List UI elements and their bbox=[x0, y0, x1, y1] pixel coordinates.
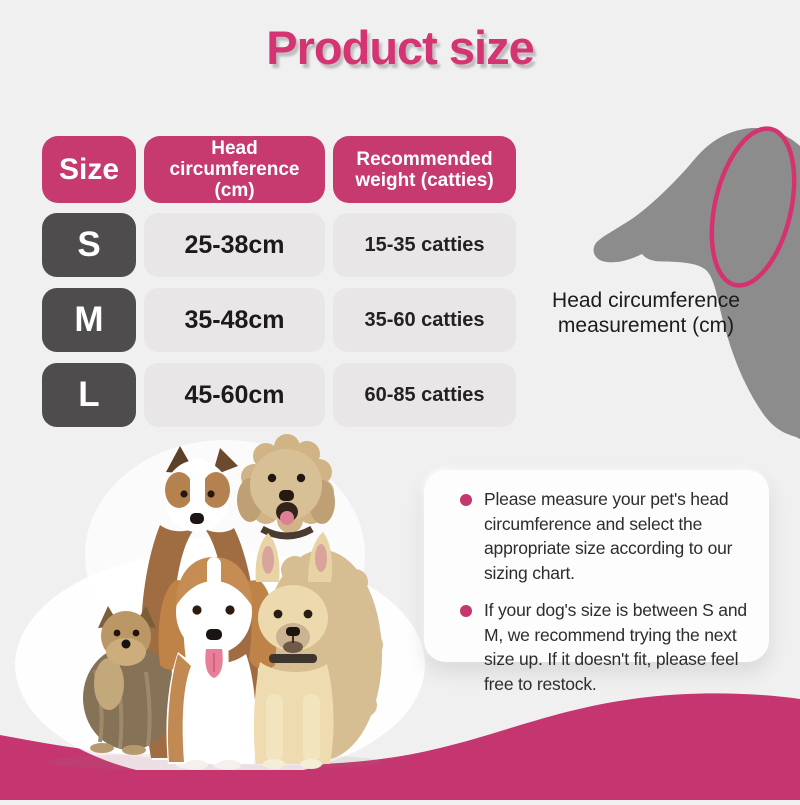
note-text: Please measure your pet's head circumfer… bbox=[484, 489, 733, 583]
header-size: Size bbox=[42, 136, 136, 203]
row-size-label: M bbox=[42, 288, 136, 352]
dog-frenchie bbox=[253, 532, 334, 769]
dog-head-silhouette bbox=[540, 110, 800, 470]
dog-yorkie bbox=[83, 606, 177, 755]
note-item: If your dog's size is between S and M, w… bbox=[460, 598, 749, 696]
dog-beagle bbox=[158, 557, 277, 770]
bullet-dot-icon bbox=[460, 605, 472, 617]
row-weight-value: 60-85 catties bbox=[333, 363, 516, 427]
header-head-circumference: Head circumference (cm) bbox=[144, 136, 325, 203]
dog-silhouette-icon bbox=[593, 126, 800, 439]
dogs-illustration bbox=[15, 434, 425, 780]
dog-head-shape bbox=[593, 128, 800, 439]
table-row: S 25-38cm 15-35 catties bbox=[42, 213, 517, 277]
row-circumference-value: 35-48cm bbox=[144, 288, 325, 352]
diagram-caption: Head circumference measurement (cm) bbox=[552, 289, 740, 337]
dogs-photo bbox=[10, 430, 430, 780]
note-item: Please measure your pet's head circumfer… bbox=[460, 487, 749, 585]
bottom-wave bbox=[0, 680, 800, 800]
row-size-label: S bbox=[42, 213, 136, 277]
header-recommended-weight: Recommended weight (catties) bbox=[333, 136, 516, 203]
measurement-ellipse bbox=[709, 126, 797, 288]
table-row: L 45-60cm 60-85 catties bbox=[42, 363, 517, 427]
note-text: If your dog's size is between S and M, w… bbox=[484, 600, 747, 694]
table-header-row: Size Head circumference (cm) Recommended… bbox=[42, 136, 517, 203]
row-size-label: L bbox=[42, 363, 136, 427]
table-row: M 35-48cm 35-60 catties bbox=[42, 288, 517, 352]
wave-icon bbox=[0, 693, 800, 800]
row-weight-value: 35-60 catties bbox=[333, 288, 516, 352]
notes-card: Please measure your pet's head circumfer… bbox=[424, 470, 769, 694]
size-table: Size Head circumference (cm) Recommended… bbox=[42, 136, 517, 438]
page-title: Product size bbox=[266, 21, 534, 74]
row-circumference-value: 45-60cm bbox=[144, 363, 325, 427]
row-weight-value: 15-35 catties bbox=[333, 213, 516, 277]
row-circumference-value: 25-38cm bbox=[144, 213, 325, 277]
bullet-dot-icon bbox=[460, 494, 472, 506]
